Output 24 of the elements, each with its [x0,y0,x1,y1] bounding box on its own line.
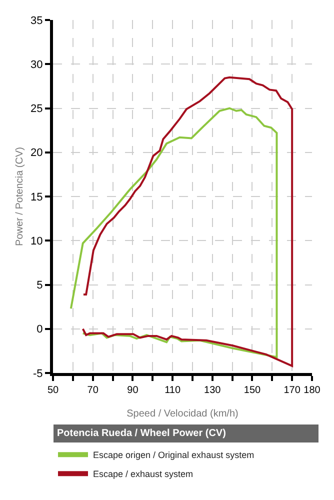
y-tick-label: 35 [30,14,43,27]
x-tick-label: 110 [164,385,181,396]
y-tick-label: -5 [33,368,43,380]
x-tick-label: 70 [87,385,99,396]
legend-title: Potencia Rueda / Wheel Power (CV) [57,428,226,439]
y-tick-label: 0 [36,324,43,336]
y-axis-title: Power / Potencia (CV) [14,147,26,246]
x-tick-label: 150 [244,385,262,396]
legend-label: Escape origen / Original exhaust system [93,450,254,460]
y-tick-label: 5 [36,280,43,292]
y-tick-label: 15 [30,191,43,204]
x-tick-label: 170 [284,385,301,396]
legend-label: Escape / exhaust system [93,469,194,480]
x-tick-label: 180 [304,385,321,396]
x-axis-title: Speed / Velocidad (km/h) [126,408,238,420]
line-series [70,107,278,358]
y-tick-label: 30 [30,58,43,71]
y-tick-label: 20 [30,147,43,160]
y-tick-label: 10 [30,235,43,248]
x-tick-label: 130 [204,385,222,396]
y-tick-label: 25 [30,103,43,116]
line-series [82,76,294,367]
x-tick-label: 90 [127,385,139,396]
x-tick-label: 50 [47,385,59,396]
